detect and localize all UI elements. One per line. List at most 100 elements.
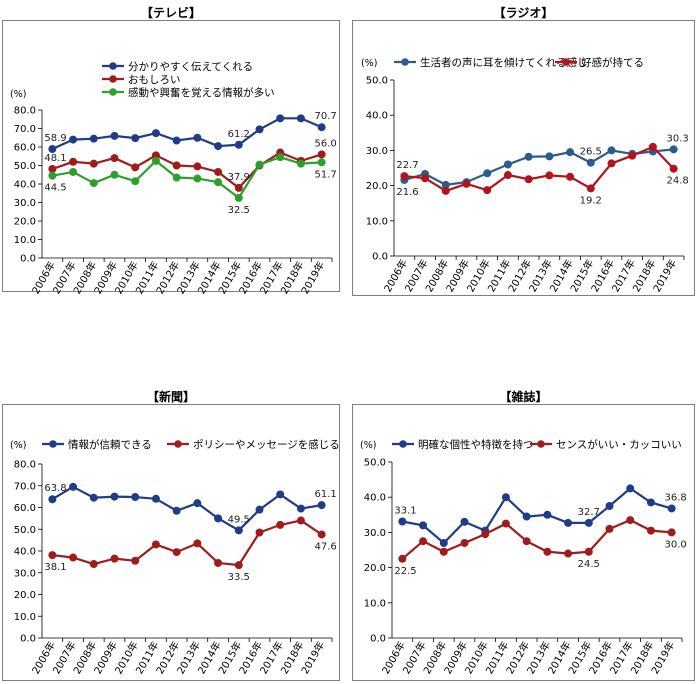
tv-series-0-point	[131, 134, 140, 143]
newspaper-chart-panel: 【新聞】 (%) 0.0 10.0 20.0 30.0 40.0 50.0 60.0 70.0 8…	[2, 388, 340, 681]
newspaper-series-0-point	[172, 506, 181, 515]
tv-series-1-point	[69, 157, 78, 166]
tv-data-label: 51.7	[315, 169, 337, 180]
newspaper-series-0-point	[69, 482, 78, 491]
newspaper-series-1-point	[234, 561, 243, 570]
tv-legend-label: 分かりやすく伝えてくれる	[128, 61, 253, 73]
newspaper-data-label: 63.8	[44, 483, 66, 494]
tv-series-1-point	[193, 162, 202, 171]
tv-series-0-point	[172, 136, 181, 145]
tv-unit-label: (%)	[10, 89, 26, 100]
radio-y-tick-label: 40.0	[366, 111, 388, 122]
tv-series-2-point	[317, 158, 326, 167]
newspaper-y-tick-label: 50.0	[14, 525, 36, 536]
magazine-series-0-point	[398, 517, 407, 526]
magazine-data-label: 32.7	[578, 507, 600, 518]
radio-series-1-point	[483, 186, 492, 195]
newspaper-series-0-point	[110, 492, 119, 501]
magazine-data-label: 36.8	[665, 492, 687, 503]
tv-legend-swatch-marker	[109, 62, 117, 70]
newspaper-data-label: 38.1	[44, 562, 66, 573]
newspaper-series-1-point	[172, 548, 181, 557]
newspaper-series-0-point	[193, 499, 202, 508]
radio-chart-panel: 【ラジオ】 (%) 0.0 10.0 20.0 30.0 40.0 50.0 2006年 200…	[352, 4, 695, 296]
newspaper-series-1-point	[110, 554, 119, 563]
tv-series-0-point	[234, 140, 243, 149]
tv-series-line-0	[51, 117, 323, 151]
magazine-data-label: 30.0	[665, 539, 687, 550]
radio-series-1-point	[607, 159, 616, 168]
magazine-series-1-point	[584, 547, 593, 556]
newspaper-y-tick-label: 20.0	[14, 590, 36, 601]
newspaper-data-label: 47.6	[315, 541, 337, 552]
newspaper-series-0-point	[131, 493, 140, 502]
newspaper-series-1-point	[131, 556, 140, 565]
newspaper-chart-frame	[2, 404, 340, 681]
magazine-chart-svg: (%)0.010.020.030.040.050.02006年2007年2008…	[360, 438, 687, 676]
newspaper-data-label: 49.5	[228, 514, 250, 525]
radio-data-label: 24.8	[667, 176, 689, 187]
newspaper-series-1-point	[89, 560, 98, 569]
radio-legend-label: 生活者の声に耳を傾けてくれる感じ	[420, 56, 588, 69]
newspaper-legend-label: ポリシーやメッセージを感じる	[193, 438, 340, 451]
newspaper-series-0-point	[151, 494, 160, 503]
radio-y-tick-label: 0.0	[372, 252, 388, 263]
tv-y-tick-label: 30.0	[14, 198, 36, 209]
tv-data-label: 37.9	[228, 172, 250, 183]
newspaper-y-tick-label: 80.0	[14, 460, 36, 471]
tv-series-1-point	[110, 154, 119, 163]
newspaper-series-1-point	[276, 520, 285, 529]
tv-chart-title: 【テレビ】	[140, 6, 201, 20]
tv-data-label: 61.2	[228, 129, 250, 140]
magazine-series-0-point	[584, 518, 593, 527]
tv-series-2-point	[214, 178, 223, 187]
magazine-series-0-point	[460, 517, 469, 526]
tv-series-1-point	[89, 159, 98, 168]
magazine-series-1-point	[419, 537, 428, 546]
tv-legend-label: 感動や興奮を覚える情報が多い	[128, 86, 275, 99]
magazine-series-1-point	[543, 547, 552, 556]
magazine-legend-label: 明確な個性や特徴を持つ	[418, 438, 534, 451]
tv-legend-swatch-marker	[109, 75, 117, 83]
radio-series-0-point	[441, 180, 450, 189]
tv-y-tick-label: 20.0	[14, 217, 36, 228]
tv-series-0-point	[276, 114, 285, 123]
radio-series-1-point	[669, 164, 678, 173]
tv-y-tick-label: 80.0	[14, 106, 36, 117]
tv-series-2-point	[276, 153, 285, 162]
newspaper-chart-svg: (%)0.010.020.030.040.050.060.070.080.020…	[10, 438, 340, 676]
radio-series-1-point	[462, 179, 471, 188]
magazine-series-0-point	[564, 518, 573, 527]
tv-series-2-point	[89, 179, 98, 188]
magazine-series-1-point	[501, 519, 510, 528]
tv-series-0-point	[296, 114, 305, 123]
tv-series-2-point	[234, 193, 243, 202]
radio-y-tick-label: 50.0	[366, 76, 388, 87]
tv-data-label: 32.5	[228, 205, 250, 216]
radio-legend-label: 好感が持てる	[581, 56, 644, 69]
tv-series-2-point	[151, 156, 160, 165]
magazine-series-1-point	[522, 537, 531, 546]
newspaper-series-0-point	[234, 526, 243, 535]
magazine-data-label: 24.5	[578, 559, 600, 570]
radio-series-1-point	[648, 142, 657, 151]
tv-series-2-point	[48, 171, 57, 180]
tv-series-1-point	[131, 163, 140, 172]
magazine-data-label: 22.5	[394, 566, 416, 577]
tv-series-2-point	[296, 159, 305, 168]
tv-series-0-point	[193, 133, 202, 142]
tv-series-2-point	[172, 173, 181, 182]
newspaper-legend-swatch-marker	[174, 440, 182, 448]
radio-legend-swatch-marker	[401, 58, 409, 66]
tv-series-2-point	[69, 167, 78, 176]
radio-series-1-point	[524, 175, 533, 184]
magazine-series-1-point	[667, 528, 676, 537]
radio-series-0-point	[586, 158, 595, 167]
tv-y-tick-label: 70.0	[14, 124, 36, 135]
magazine-series-1-point	[398, 554, 407, 563]
radio-series-0-point	[545, 152, 554, 161]
tv-series-1-point	[317, 150, 326, 159]
magazine-series-line-0	[402, 487, 672, 545]
newspaper-series-1-point	[214, 558, 223, 567]
tv-series-0-point	[214, 142, 223, 151]
